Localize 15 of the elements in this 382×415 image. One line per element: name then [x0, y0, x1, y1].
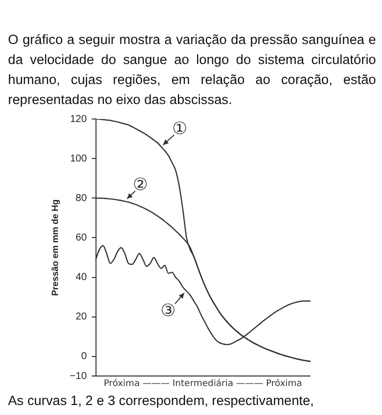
y-tick-label: −10	[70, 370, 88, 382]
annotation: ③	[160, 301, 176, 322]
y-tick-label: 0	[81, 351, 88, 362]
y-axis-title: Pressão em mm de Hg	[50, 199, 60, 296]
annotation: ①	[172, 118, 188, 139]
y-tick-label: 60	[76, 232, 88, 244]
y-tick-label: 120	[70, 114, 88, 125]
chart-title: O gráfico a seguir mostra a variação da pressão sanguínea e da velocidade do sangue ao longo do sistema circulatório humano, cujas regiões, em relação ao coração, estão representadas no eixo das abscissas.	[8, 31, 376, 109]
text: As curvas 1, 2 e 3 correspondem, respectivamente,	[8, 393, 314, 408]
y-tick-label: 40	[76, 272, 88, 284]
y-tick-label: 20	[76, 312, 88, 323]
annotation: ②	[132, 175, 148, 196]
y-tick-label: 100	[70, 153, 88, 164]
y-tick-label: 80	[76, 192, 88, 204]
x-axis-title: Próxima ——— Intermediária ——— Próxima	[104, 378, 302, 389]
